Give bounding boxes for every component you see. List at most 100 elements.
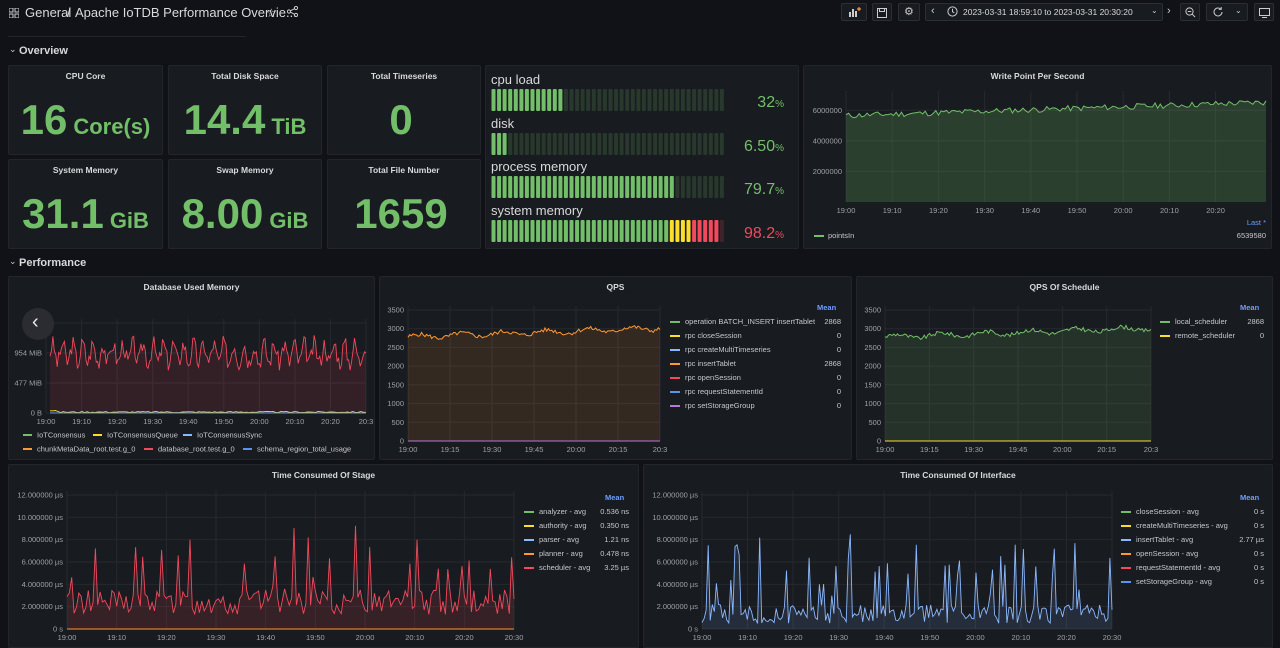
star-icon[interactable]: ☆ xyxy=(266,6,277,20)
y-tick-label: 3500 xyxy=(387,306,404,315)
gauge-cell xyxy=(597,89,602,111)
gauge-cell xyxy=(513,89,518,111)
panel-title: Total Timeseries xyxy=(370,71,438,81)
add-panel-button[interactable] xyxy=(841,3,867,21)
grid-icon[interactable] xyxy=(8,7,20,19)
gauge-cell xyxy=(619,132,624,155)
legend-swatch xyxy=(670,349,680,352)
gauge-cell xyxy=(658,176,663,198)
legend-item[interactable]: createMultiTimeseries - avg xyxy=(1121,521,1228,530)
legend-item[interactable]: rpc requestStatementId xyxy=(670,387,763,396)
legend-swatch xyxy=(524,525,534,528)
legend-swatch xyxy=(1121,539,1131,542)
legend-label: local_scheduler xyxy=(1175,317,1228,326)
x-tick-label: 20:00 xyxy=(567,445,586,454)
gauge-cell xyxy=(697,176,702,198)
legend-item[interactable]: setStorageGroup - avg xyxy=(1121,577,1212,586)
row-title-performance[interactable]: Performance xyxy=(19,257,87,269)
gauge-cell xyxy=(519,219,524,242)
series-line xyxy=(701,534,1113,625)
legend-swatch xyxy=(524,539,534,542)
legend-label: insertTablet - avg xyxy=(1136,535,1194,544)
zoom-out-button[interactable] xyxy=(1180,3,1200,21)
stat-unit: GiB xyxy=(269,208,309,233)
y-tick-label: 1000 xyxy=(387,399,404,408)
legend-item[interactable]: rpc closeSession xyxy=(670,331,742,340)
chevron-left-icon[interactable]: ‹ xyxy=(931,5,935,17)
gauge-cell xyxy=(708,219,713,242)
row-toggle-icon[interactable]: ⌄ xyxy=(9,44,17,54)
gauge-value-unit: % xyxy=(775,229,784,241)
y-tick-label: 954 MiB xyxy=(14,349,42,358)
gauge-cell xyxy=(636,132,641,155)
share-icon[interactable] xyxy=(286,5,299,20)
legend-header[interactable]: Mean xyxy=(1240,493,1260,502)
stat-value: 8.00 xyxy=(181,190,264,237)
legend-item[interactable]: scheduler - avg xyxy=(524,563,590,572)
gauge-cell xyxy=(669,176,674,198)
gauge-cell xyxy=(719,219,724,242)
legend-item[interactable]: insertTablet - avg xyxy=(1121,535,1193,544)
legend-item[interactable]: rpc insertTablet xyxy=(670,359,736,368)
y-tick-label: 6000000 xyxy=(813,106,842,115)
panel-title: Total File Number xyxy=(368,165,440,175)
legend-label: chunkMetaData_root.test.g_0 xyxy=(37,445,135,454)
stat-panel: Swap Memory 8.00 GiB xyxy=(168,159,322,249)
y-tick-label: 6.000000 µs xyxy=(657,558,699,567)
legend-item[interactable]: openSession - avg xyxy=(1121,549,1198,558)
gauge-cell xyxy=(697,219,702,242)
legend-header[interactable]: Mean xyxy=(605,493,625,502)
row-title-overview[interactable]: Overview xyxy=(19,45,68,57)
x-tick-label: 19:00 xyxy=(399,445,418,454)
legend-item[interactable]: closeSession - avg xyxy=(1121,507,1199,516)
legend-value: 0.350 ns xyxy=(600,521,629,530)
time-picker[interactable]: ‹ 2023-03-31 18:59:10 to 2023-03-31 20:3… xyxy=(925,3,1163,21)
legend-swatch xyxy=(1121,581,1131,584)
legend-item[interactable]: rpc setStorageGroup xyxy=(670,401,755,410)
legend-label: operation BATCH_INSERT insertTablet xyxy=(685,317,816,326)
legend-item[interactable]: analyzer - avg xyxy=(524,507,586,516)
legend-item[interactable]: rpc openSession xyxy=(670,373,741,382)
gauge-value: 6.50% xyxy=(744,138,784,156)
gauge-cell xyxy=(680,219,685,242)
legend-swatch xyxy=(670,321,680,324)
legend-item[interactable]: rpc createMultiTimeseries xyxy=(670,345,771,354)
gauge-cell xyxy=(575,219,580,242)
legend-item[interactable]: authority - avg xyxy=(524,521,587,530)
legend-swatch xyxy=(1121,511,1131,514)
gauge-cell xyxy=(636,89,641,111)
gauge-cell xyxy=(524,219,529,242)
save-button[interactable] xyxy=(872,3,892,21)
gauge-cell xyxy=(658,219,663,242)
panel-title: QPS Of Schedule xyxy=(1029,282,1100,292)
panel-title: QPS xyxy=(606,282,625,292)
write-point-panel: Write Point Per Second 6000000 4000000 200… xyxy=(803,65,1272,249)
legend-item[interactable]: local_scheduler xyxy=(1160,317,1227,326)
dashboard-title[interactable]: Apache IoTDB Performance Overvie... xyxy=(75,5,297,20)
gauge-cell xyxy=(541,176,546,198)
gauge-cell xyxy=(580,132,585,155)
y-tick-label: 3000 xyxy=(387,324,404,333)
legend-header[interactable]: Mean xyxy=(1240,303,1260,312)
legend-item[interactable]: operation BATCH_INSERT insertTablet xyxy=(670,317,815,326)
series-line xyxy=(884,324,1152,341)
nav-back-button[interactable]: ‹ xyxy=(22,308,54,340)
refresh-button[interactable]: ⌄ xyxy=(1206,3,1248,21)
settings-button[interactable]: ⚙ xyxy=(898,3,920,21)
row-toggle-icon[interactable]: ⌄ xyxy=(9,256,17,266)
legend-item[interactable]: parser - avg xyxy=(524,535,579,544)
legend-item[interactable]: remote_scheduler xyxy=(1160,331,1235,340)
stat-value-block: 8.00 GiB xyxy=(169,190,321,238)
x-tick-label: 19:00 xyxy=(837,206,856,215)
qps-schedule-panel: QPS Of Schedule 3500 3000 2500 2000 1500 1000… xyxy=(856,276,1273,460)
tv-mode-button[interactable] xyxy=(1254,3,1274,21)
legend-item[interactable]: requestStatementId - avg xyxy=(1121,563,1220,572)
gauge-cell xyxy=(714,132,719,155)
chevron-right-icon[interactable]: › xyxy=(1167,5,1171,17)
stat-panel: Total File Number 1659 xyxy=(327,159,481,249)
legend-item[interactable]: planner - avg xyxy=(524,549,583,558)
legend-header[interactable]: Mean xyxy=(817,303,837,312)
panel-title: Swap Memory xyxy=(216,165,274,175)
breadcrumb-folder[interactable]: General xyxy=(25,5,72,20)
gauge-cell xyxy=(513,176,518,198)
